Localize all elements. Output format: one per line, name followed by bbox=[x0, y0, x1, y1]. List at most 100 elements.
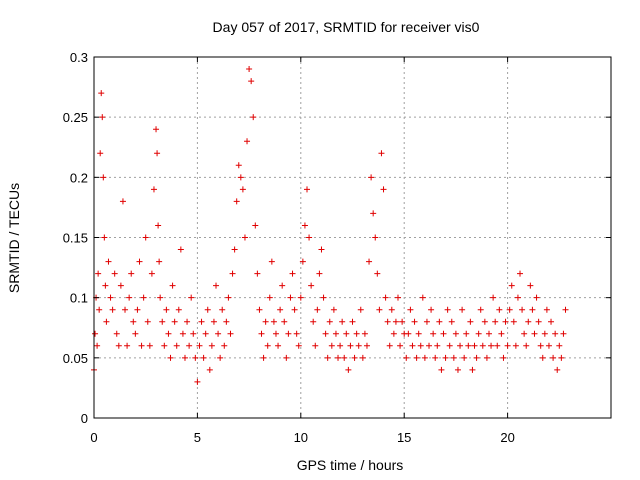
data-point bbox=[467, 318, 474, 325]
data-point bbox=[200, 354, 207, 361]
data-point bbox=[386, 342, 393, 349]
data-point bbox=[457, 342, 464, 349]
data-point bbox=[277, 306, 284, 313]
data-point bbox=[254, 270, 261, 277]
data-point bbox=[134, 306, 141, 313]
data-point bbox=[227, 330, 234, 337]
data-point bbox=[330, 306, 337, 313]
x-tick-label: 0 bbox=[90, 430, 97, 445]
data-point bbox=[428, 306, 435, 313]
data-point bbox=[415, 330, 422, 337]
data-point bbox=[179, 330, 186, 337]
data-point bbox=[347, 342, 354, 349]
data-point bbox=[421, 354, 428, 361]
data-point bbox=[461, 354, 468, 361]
data-point bbox=[510, 318, 517, 325]
data-point bbox=[440, 330, 447, 337]
data-point bbox=[539, 354, 546, 361]
data-point bbox=[357, 306, 364, 313]
data-point bbox=[560, 330, 567, 337]
axis-ticks bbox=[93, 56, 611, 419]
data-point bbox=[314, 306, 321, 313]
data-point bbox=[150, 186, 157, 193]
data-point bbox=[173, 342, 180, 349]
data-point bbox=[477, 306, 484, 313]
data-point bbox=[223, 318, 230, 325]
data-point bbox=[115, 342, 122, 349]
data-point bbox=[479, 342, 486, 349]
data-point bbox=[215, 330, 222, 337]
data-point bbox=[337, 342, 344, 349]
data-point bbox=[543, 306, 550, 313]
data-point bbox=[490, 294, 497, 301]
data-point bbox=[366, 258, 373, 265]
data-point bbox=[426, 342, 433, 349]
data-point bbox=[353, 330, 360, 337]
data-point bbox=[130, 318, 137, 325]
data-point bbox=[343, 330, 350, 337]
data-point bbox=[403, 354, 410, 361]
data-point bbox=[459, 306, 466, 313]
data-point bbox=[483, 354, 490, 361]
data-point bbox=[155, 222, 162, 229]
data-point bbox=[452, 330, 459, 337]
data-point bbox=[519, 306, 526, 313]
data-point bbox=[465, 342, 472, 349]
data-point bbox=[432, 354, 439, 361]
data-point bbox=[105, 258, 112, 265]
data-point bbox=[233, 198, 240, 205]
data-point bbox=[438, 366, 445, 373]
data-point bbox=[109, 306, 116, 313]
data-point bbox=[448, 318, 455, 325]
data-point bbox=[341, 354, 348, 361]
data-point bbox=[169, 282, 176, 289]
data-point bbox=[299, 258, 306, 265]
data-point bbox=[423, 318, 430, 325]
data-point bbox=[498, 330, 505, 337]
data-point bbox=[283, 354, 290, 361]
data-point bbox=[504, 342, 511, 349]
y-tick-label: 0 bbox=[81, 411, 88, 426]
data-point bbox=[275, 342, 282, 349]
data-point bbox=[399, 318, 406, 325]
data-point bbox=[92, 330, 99, 337]
data-point bbox=[146, 342, 153, 349]
data-point bbox=[256, 306, 263, 313]
data-point bbox=[258, 330, 265, 337]
data-point bbox=[556, 342, 563, 349]
data-point bbox=[111, 270, 118, 277]
data-point bbox=[436, 318, 443, 325]
data-point bbox=[328, 342, 335, 349]
data-point bbox=[359, 354, 366, 361]
data-point bbox=[289, 270, 296, 277]
data-point bbox=[308, 282, 315, 289]
data-point bbox=[192, 354, 199, 361]
data-point bbox=[156, 258, 163, 265]
data-point bbox=[363, 342, 370, 349]
x-tick-label: 20 bbox=[500, 430, 514, 445]
data-point bbox=[306, 234, 313, 241]
data-point bbox=[320, 294, 327, 301]
data-point bbox=[140, 294, 147, 301]
data-point bbox=[409, 342, 416, 349]
data-point bbox=[126, 294, 133, 301]
data-point bbox=[175, 306, 182, 313]
data-point bbox=[494, 342, 501, 349]
data-point bbox=[285, 330, 292, 337]
data-point bbox=[523, 342, 530, 349]
data-point bbox=[154, 150, 161, 157]
data-point bbox=[194, 378, 201, 385]
data-point bbox=[266, 294, 273, 301]
y-tick-label: 0.2 bbox=[70, 170, 88, 185]
data-point bbox=[96, 306, 103, 313]
data-point bbox=[382, 294, 389, 301]
data-point bbox=[217, 354, 224, 361]
data-point bbox=[550, 354, 557, 361]
grid bbox=[94, 57, 611, 418]
data-point bbox=[475, 330, 482, 337]
data-point bbox=[554, 366, 561, 373]
data-point bbox=[517, 270, 524, 277]
data-point bbox=[148, 270, 155, 277]
data-point bbox=[405, 330, 412, 337]
data-point bbox=[196, 342, 203, 349]
